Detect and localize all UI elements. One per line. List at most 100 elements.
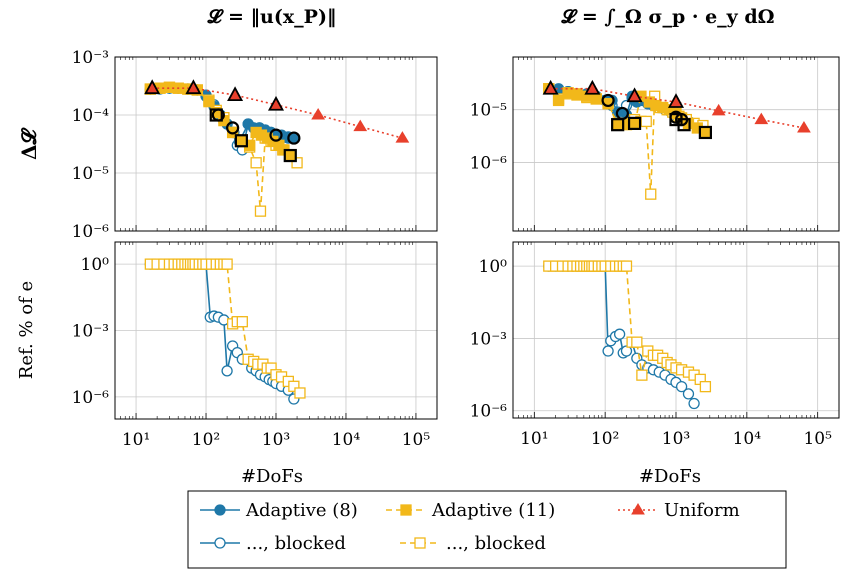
data-point-ad11 [590,93,602,105]
data-point-ad11_blocked [291,157,303,169]
highlight-circle [269,128,283,142]
highlight-square [234,134,248,148]
highlight-triangle [584,79,601,95]
highlight-circle [675,112,689,127]
data-point-ad11_blocked [236,316,248,328]
x-tick-label: 10⁵ [803,429,832,449]
data-point-ad11_blocked [221,258,233,270]
x-axis-label-left: #DoFs [241,466,303,487]
data-point-ad11 [552,94,565,107]
plot-frame [512,56,840,232]
highlight-triangle [667,93,685,108]
legend-label: Adaptive (11) [431,500,555,521]
data-point-ad11 [203,95,215,108]
data-point-ad8_blocked [613,328,626,340]
data-point-ad8_blocked [682,388,695,400]
legend-marker [414,537,426,549]
y-tick-label: 10⁻⁵ [470,101,508,121]
highlight-triangle [542,79,559,95]
y-tick-label: 10⁻³ [72,48,109,68]
highlight-triangle [144,79,161,95]
y-tick-label: 10⁻⁵ [72,164,110,184]
data-point-ad8_blocked [602,345,614,357]
x-axis-label-right: #DoFs [639,466,701,487]
y-tick-label: 10⁰ [81,255,110,275]
y-tick-label: 10⁻⁶ [470,153,508,173]
panel-2: 10⁻⁶ 10⁻³ 10⁰ 10¹ 10² 10³ 10⁴ 10⁵ [72,241,438,450]
y-tick-label: 10⁰ [479,257,508,277]
data-point-ad11_blocked [620,260,633,272]
data-point-ad8_blocked [221,365,233,377]
data-point-uniform [711,103,726,116]
y-axis-label-top: Δ𝓛 [17,128,41,161]
highlight-circle [226,121,240,135]
panels: 10⁻⁶ 10⁻⁵ 10⁻⁴ 10⁻³ 10⁻⁶ 10⁻⁵ 10⁻⁶ 10⁻³ 10⁰ 10¹ 10… [72,48,840,450]
highlight-square [627,116,642,130]
x-tick-label: 10¹ [520,429,548,449]
panel-title-top-right: 𝓛 = ∫_Ω σ_p · e_y dΩ [560,6,774,28]
series-ad11_blocked [543,260,712,393]
data-point-uniform [797,121,811,133]
x-tick-label: 10⁴ [332,430,361,450]
plot-frame [114,241,438,420]
x-tick-label: 10¹ [122,430,150,450]
data-point-ad11_blocked [699,380,712,393]
y-tick-label: 10⁻³ [470,329,507,349]
data-point-uniform [311,108,326,120]
legend-entry-ad8_blocked: ..., blocked [200,533,346,554]
data-point-uniform [395,131,410,143]
legend-label: ..., blocked [246,533,346,554]
data-point-ad8_blocked [675,380,688,393]
legend: Adaptive (8) Adaptive (11) Uniform ..., blo… [187,490,787,569]
data-point-uniform [353,119,368,132]
highlight-triangle [626,87,643,103]
legend-marker [631,503,645,515]
x-tick-label: 10⁴ [733,429,762,449]
legend-label: Adaptive (8) [245,500,358,521]
highlight-square [698,125,712,140]
panel-1: 10⁻⁶ 10⁻⁵ [470,56,840,232]
data-point-uniform [754,112,769,125]
data-point-ad11_blocked [288,380,300,392]
panel-0: 10⁻⁶ 10⁻⁵ 10⁻⁴ 10⁻³ [72,48,438,242]
highlight-circle [287,131,301,145]
plot-frame [114,56,438,232]
highlight-circle [615,106,629,121]
legend-label: Uniform [664,500,740,521]
highlight-circle [211,108,225,122]
legend-marker [214,537,226,549]
x-tick-label: 10⁵ [402,430,431,450]
data-point-ad11 [628,117,641,130]
data-point-ad11_blocked [250,157,262,169]
plot-frame [512,241,840,419]
legend-entry-ad8: Adaptive (8) [200,500,358,521]
legend-marker [400,504,412,516]
y-tick-label: 10⁻⁶ [72,222,110,242]
highlight-triangle [227,86,244,102]
data-point-ad11 [699,126,712,139]
panel-title-top-left: 𝓛 = ‖u(x_P)‖ [207,6,337,28]
highlight-square [611,118,625,132]
highlight-triangle [267,95,285,111]
series-ad11_blocked [144,258,306,399]
panel-3: 10⁻⁶ 10⁻³ 10⁰ 10¹ 10² 10³ 10⁴ 10⁵ [470,241,840,449]
x-tick-label: 10² [192,430,220,450]
data-point-ad8_blocked [688,397,700,410]
legend-entry-uniform: Uniform [618,500,740,521]
data-point-ad11_blocked [636,369,648,381]
highlight-triangle [185,79,202,95]
data-point-ad11_blocked [294,387,306,399]
legend-items: Adaptive (8) Adaptive (11) Uniform ..., blo… [200,500,740,554]
legend-entry-ad11: Adaptive (11) [386,500,555,521]
data-point-ad11 [571,88,583,100]
data-point-ad11_blocked [640,115,652,128]
legend-entry-ad11_blocked: ..., blocked [400,533,546,554]
highlight-square [283,148,297,163]
legend-label: ..., blocked [446,533,546,554]
legend-box [187,490,787,569]
y-tick-label: 10⁻⁶ [470,402,508,422]
highlight-circle [601,93,615,108]
y-tick-label: 10⁻⁶ [72,388,110,408]
y-tick-label: 10⁻⁴ [72,106,110,126]
